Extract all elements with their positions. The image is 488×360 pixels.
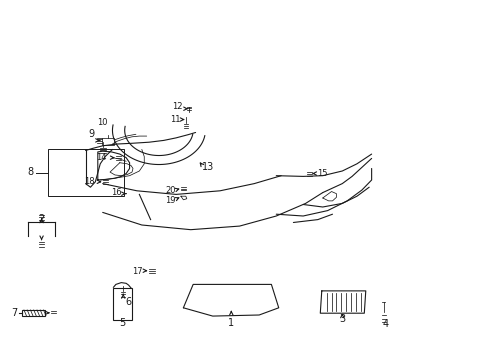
Text: 20: 20 bbox=[164, 186, 175, 195]
Bar bbox=[22, 310, 45, 316]
Bar bbox=[102, 138, 114, 145]
Text: 5: 5 bbox=[120, 318, 125, 328]
Bar bbox=[48, 149, 123, 196]
Text: 6: 6 bbox=[125, 297, 131, 307]
Text: 9: 9 bbox=[89, 129, 95, 139]
Text: 17: 17 bbox=[132, 267, 143, 276]
Text: 8: 8 bbox=[27, 167, 33, 177]
Text: 7: 7 bbox=[12, 308, 18, 318]
Text: 16: 16 bbox=[111, 188, 122, 197]
Text: 15: 15 bbox=[317, 169, 327, 178]
Text: 3: 3 bbox=[339, 314, 345, 324]
Text: 13: 13 bbox=[201, 162, 214, 172]
Text: 1: 1 bbox=[228, 318, 234, 328]
Text: 18: 18 bbox=[83, 177, 94, 186]
Text: 2: 2 bbox=[39, 214, 44, 224]
Text: 4: 4 bbox=[382, 319, 387, 329]
Text: 14: 14 bbox=[96, 153, 107, 162]
Text: 19: 19 bbox=[164, 197, 175, 205]
Text: 10: 10 bbox=[97, 118, 108, 127]
Text: 11: 11 bbox=[169, 115, 180, 124]
Text: 12: 12 bbox=[172, 102, 183, 111]
Bar bbox=[113, 288, 132, 320]
